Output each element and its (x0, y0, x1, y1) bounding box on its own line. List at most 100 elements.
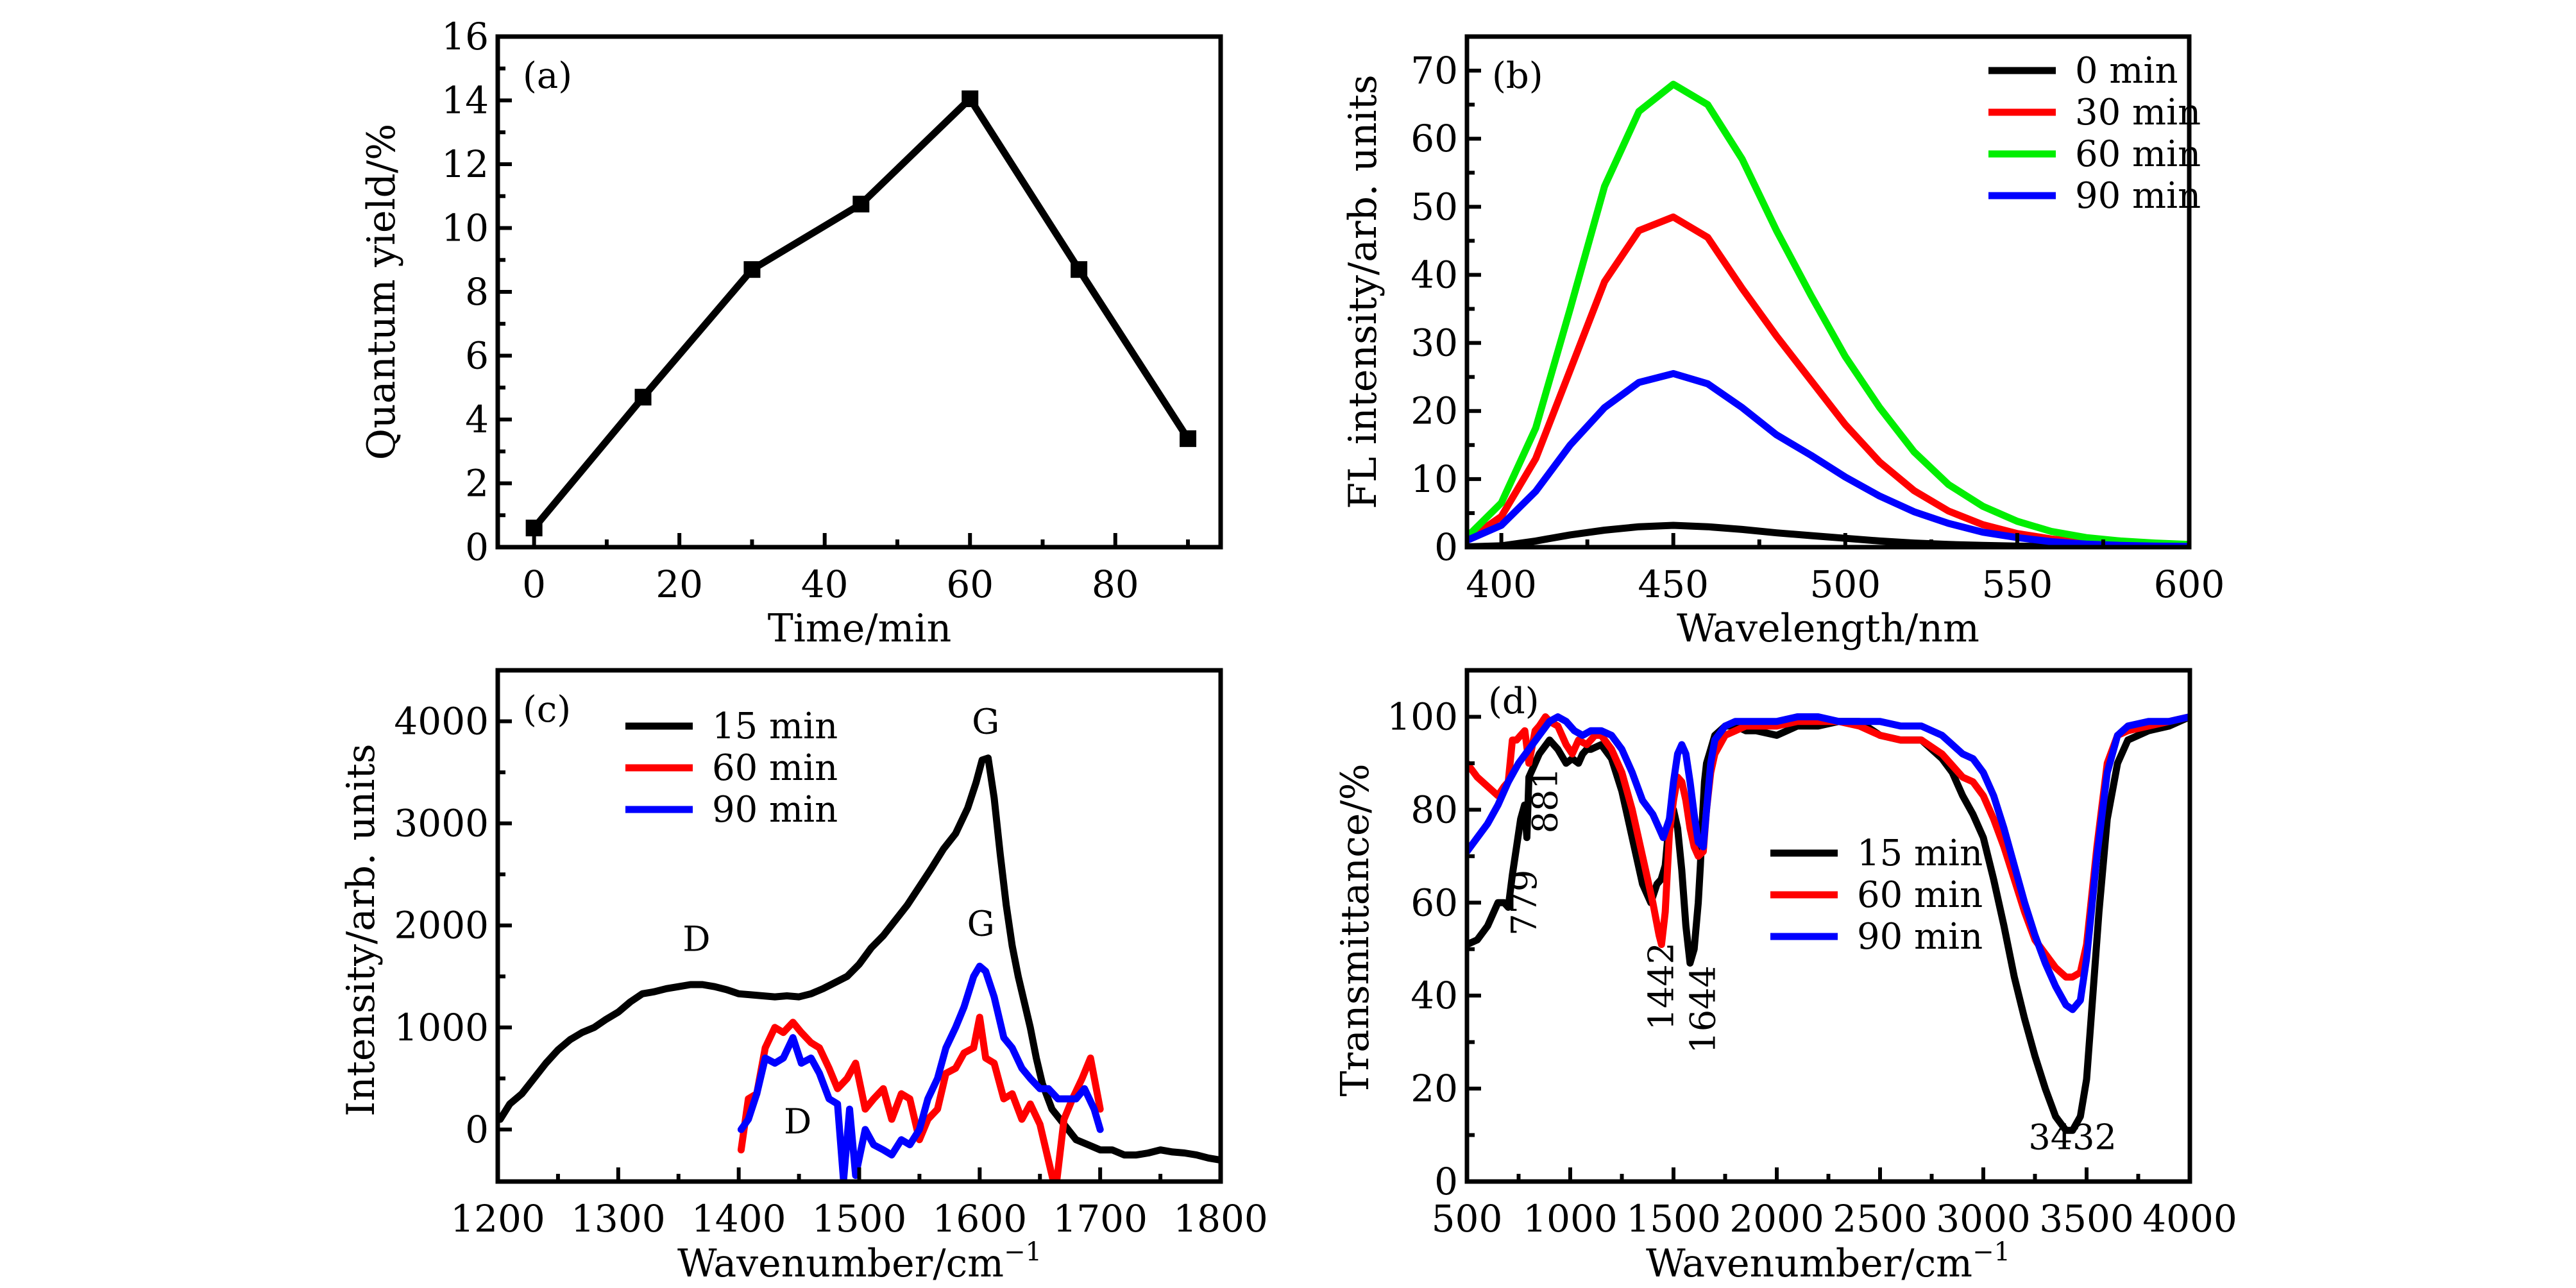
panel-d-ftir-spectra: 500 1000 1500 2000 2500 3000 3500 4000 0 20 40 60 80… (1333, 668, 2237, 1286)
panel-b-y-tick-label: 20 (1411, 389, 1458, 433)
legend-label: 60 min (1857, 874, 1983, 916)
panel-d-y-tick-label: 20 (1411, 1067, 1458, 1110)
panel-a-x-tick-label: 80 (1092, 563, 1139, 606)
panel-c-y-tick-label: 1000 (394, 1006, 489, 1049)
panel-c-raman-spectra: 1200 1300 1400 1500 1600 1700 1800 0 1000 2000 300… (339, 668, 1268, 1286)
panel-d-ticks (1465, 715, 2192, 1183)
peak-annotation: 1442 (1641, 942, 1681, 1030)
legend-item-15-min: 15 min (625, 706, 838, 747)
peak-annotation: G (967, 904, 995, 944)
panel-a-label: (a) (523, 55, 572, 97)
panel-c-ticks (496, 719, 1223, 1182)
panel-a-y-tick-label: 10 (441, 207, 489, 250)
legend-item-0-min: 0 min (1988, 50, 2178, 92)
panel-b-y-axis-label: FL intensity/arb. units (1341, 74, 1385, 509)
panel-a-data-point (962, 90, 979, 108)
panel-c-x-tick-label: 1500 (812, 1197, 907, 1241)
panel-a-y-tick-label: 12 (441, 142, 489, 186)
panel-a-data-point (743, 261, 761, 278)
panel-a-y-tick-label: 8 (465, 270, 489, 314)
legend-item-15-min: 15 min (1770, 833, 1983, 874)
panel-d-x-tick-label: 500 (1432, 1197, 1503, 1241)
panel-a-x-tick-label: 0 (522, 563, 546, 606)
panel-d-y-tick-label: 60 (1411, 881, 1458, 924)
panel-d-x-tick-label: 3000 (1936, 1197, 2031, 1241)
panel-a-x-axis-label: Time/min (768, 606, 952, 651)
panel-d-label: (d) (1488, 681, 1539, 722)
legend-label: 60 min (712, 747, 838, 789)
legend-label: 30 min (2075, 92, 2201, 133)
panel-c-x-tick-label: 1400 (691, 1197, 786, 1241)
panel-b-label: (b) (1492, 55, 1543, 97)
panel-d-y-axis-label: Transmittance/% (1333, 764, 1378, 1097)
legend-label: 60 min (2075, 133, 2201, 175)
panel-c-x-tick-label: 1800 (1173, 1197, 1268, 1241)
panel-d-x-axis-label-main: Wavenumber/cm (1646, 1241, 1972, 1286)
panel-d-y-tick-label: 0 (1434, 1160, 1458, 1203)
legend-item-60-min: 60 min (1770, 874, 1983, 916)
panel-b-y-tick-label: 60 (1411, 117, 1458, 160)
panel-d-y-tick-label: 100 (1387, 695, 1458, 738)
legend-label: 90 min (1857, 916, 1983, 958)
panel-d-marks (1467, 713, 2190, 1134)
panel-a-y-tick-label: 6 (465, 334, 489, 378)
panel-d-annotations: 779 881 1442 1644 3432 (1504, 767, 2117, 1157)
panel-a-y-tick-label: 2 (465, 462, 489, 505)
panel-c-series-90-min (737, 962, 1104, 1182)
panel-c-x-tick-label: 1200 (450, 1197, 545, 1241)
panel-b-x-tick-label: 600 (2154, 563, 2225, 606)
panel-c-x-tick-label: 1700 (1053, 1197, 1148, 1241)
panel-d-series-90-min (1467, 713, 2190, 1013)
panel-d-x-axis-label: Wavenumber/cm−1 (1646, 1237, 2010, 1286)
panel-c-y-tick-label: 4000 (394, 700, 489, 743)
panel-d-x-tick-label: 1000 (1523, 1197, 1618, 1241)
legend-item-90-min: 90 min (1770, 916, 1983, 958)
panel-c-x-tick-label: 1600 (933, 1197, 1028, 1241)
panel-a-marks (525, 90, 1197, 537)
panel-b-y-tick-label: 50 (1411, 185, 1458, 228)
panel-b-y-tick-label: 0 (1434, 525, 1458, 569)
legend-item-90-min: 90 min (1988, 175, 2201, 217)
peak-annotation: 1644 (1682, 965, 1723, 1053)
panel-b-y-tick-label: 10 (1411, 457, 1458, 501)
panel-a-data-point (852, 196, 870, 213)
legend-label: 0 min (2075, 50, 2178, 92)
panel-c-label: (c) (523, 689, 571, 731)
legend-item-90-min: 90 min (625, 789, 838, 831)
panel-c-series-group (498, 754, 1221, 1182)
peak-annotation: D (682, 919, 710, 959)
panel-b-series-90-min (1467, 369, 2189, 547)
peak-annotation: 3432 (2028, 1117, 2116, 1157)
panel-c-series-15-min (498, 754, 1221, 1164)
peak-annotation: 779 (1504, 870, 1545, 936)
panel-b-series-60-min (1467, 80, 2189, 547)
panel-a-x-tick-label: 40 (801, 563, 849, 606)
panel-a-x-tick-label: 60 (946, 563, 994, 606)
peak-annotation: 881 (1525, 767, 1566, 833)
panel-b-x-axis-label: Wavelength/nm (1677, 606, 1979, 651)
panel-a-y-tick-label: 0 (465, 525, 489, 569)
panel-d-x-tick-label: 3500 (2039, 1197, 2134, 1241)
panel-c-tick-labels: 1200 1300 1400 1500 1600 1700 1800 0 1000 2000 300… (394, 700, 1267, 1241)
panel-c-marks (498, 754, 1221, 1182)
panel-c-x-tick-label: 1300 (571, 1197, 666, 1241)
panel-c-y-tick-label: 0 (465, 1108, 489, 1151)
panel-b-x-tick-label: 400 (1466, 563, 1537, 606)
legend-label: 15 min (712, 706, 838, 747)
legend-item-60-min: 60 min (1988, 133, 2201, 175)
panel-a-y-tick-label: 4 (465, 398, 489, 441)
panel-b-x-tick-label: 550 (1982, 563, 2053, 606)
panel-d-x-tick-label: 4000 (2142, 1197, 2237, 1241)
panel-d-series-group (1467, 713, 2190, 1134)
panel-c-y-axis-label: Intensity/arb. units (339, 743, 384, 1116)
panel-b-ticks (1467, 69, 2191, 549)
panel-b-series-group (1467, 80, 2189, 547)
panel-b-fl-spectra: 400 450 500 550 600 0 10 20 30 40 50 60 70 (b) Wavel… (1341, 34, 2225, 651)
panel-b-x-tick-label: 500 (1809, 563, 1881, 606)
panel-b-marks (1467, 80, 2189, 547)
